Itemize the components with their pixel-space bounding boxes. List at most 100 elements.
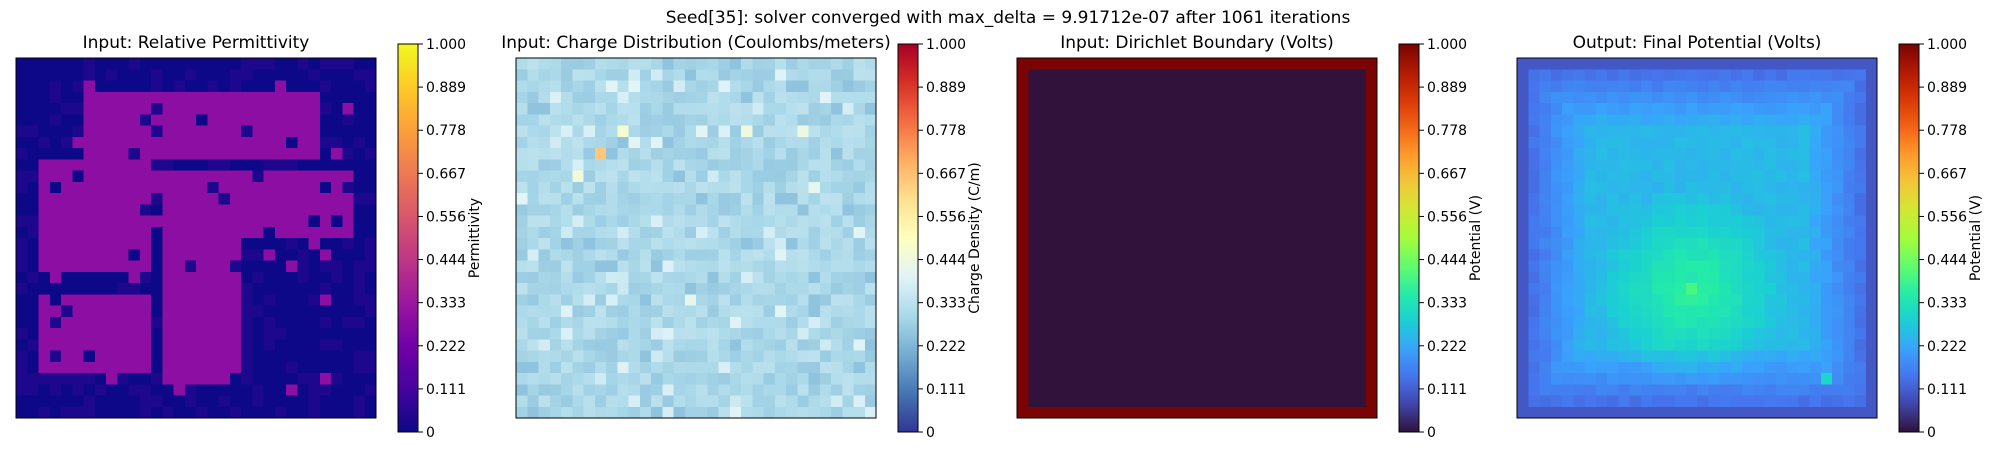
heatmap-cell <box>1118 226 1130 239</box>
heatmap-cell <box>1629 181 1642 194</box>
heatmap-cell <box>606 69 618 81</box>
heatmap-cell <box>1118 283 1130 295</box>
heatmap-cell <box>1365 294 1378 306</box>
heatmap-cell <box>594 204 607 216</box>
heatmap-cell <box>1550 159 1563 171</box>
heatmap-cell <box>741 58 753 70</box>
heatmap-cell <box>1652 159 1664 171</box>
heatmap-cell <box>1062 114 1074 126</box>
heatmap-cell <box>1618 283 1630 295</box>
heatmap-cell <box>1595 114 1608 126</box>
heatmap-cell <box>741 204 753 216</box>
heatmap-cell <box>1309 114 1322 126</box>
heatmap-cell <box>1685 103 1698 115</box>
heatmap-cell <box>173 58 186 70</box>
heatmap-cell <box>831 238 843 250</box>
panel-3: Input: Dirichlet Boundary (Volts)00.1110… <box>1016 33 1484 441</box>
heatmap-cell <box>184 260 197 273</box>
heatmap-cell <box>1174 170 1187 183</box>
heatmap-cell <box>718 226 731 239</box>
heatmap-cell <box>561 271 573 284</box>
heatmap-cell <box>786 328 798 340</box>
heatmap-cell <box>1163 170 1175 183</box>
heatmap-cell <box>853 249 866 261</box>
heatmap-cell <box>83 350 96 363</box>
heatmap-cell <box>1242 384 1254 396</box>
heatmap-cell <box>1354 305 1367 318</box>
heatmap-cell <box>1365 204 1378 216</box>
heatmap-cell <box>549 249 562 261</box>
heatmap-cell <box>1742 328 1754 340</box>
heatmap-cell <box>1832 283 1844 295</box>
heatmap-cell <box>1264 193 1277 205</box>
heatmap-cell <box>774 114 787 126</box>
heatmap-cell <box>1287 316 1299 329</box>
heatmap-cell <box>207 114 219 126</box>
heatmap-cell <box>797 238 809 250</box>
heatmap-cell <box>173 181 186 194</box>
heatmap-cell <box>673 148 686 160</box>
heatmap-cell <box>842 58 854 70</box>
heatmap-cell <box>263 305 276 318</box>
heatmap-cell <box>1140 136 1153 149</box>
heatmap-cell <box>117 339 129 351</box>
heatmap-cell <box>61 350 73 363</box>
heatmap-cell <box>1865 69 1878 81</box>
heatmap-cell <box>1697 373 1709 385</box>
heatmap-cell <box>639 350 652 363</box>
heatmap-cell <box>1152 80 1164 93</box>
heatmap-cell <box>651 159 663 171</box>
heatmap-cell <box>1320 373 1333 385</box>
heatmap-cell <box>117 361 129 374</box>
heatmap-cell <box>27 170 39 183</box>
heatmap-cell <box>16 215 28 228</box>
heatmap-cell <box>853 159 866 171</box>
heatmap-cell <box>1562 215 1574 228</box>
heatmap-cell <box>1640 305 1653 318</box>
heatmap-cell <box>696 181 708 194</box>
heatmap-cell <box>853 193 866 205</box>
heatmap-cell <box>763 226 776 239</box>
heatmap-cell <box>1264 350 1277 363</box>
heatmap-cell <box>1652 58 1664 70</box>
heatmap-cell <box>572 193 584 205</box>
heatmap-cell <box>1050 114 1063 126</box>
heatmap-cell <box>1517 69 1529 81</box>
heatmap-cell <box>1084 294 1097 306</box>
heatmap-cell <box>1730 103 1743 115</box>
heatmap-cell <box>831 136 843 149</box>
heatmap-cell <box>1820 305 1833 318</box>
heatmap-cell <box>1629 136 1642 149</box>
heatmap-cell <box>308 238 321 250</box>
heatmap-cell <box>196 193 208 205</box>
heatmap-cell <box>1708 350 1720 363</box>
heatmap-cell <box>1343 226 1355 239</box>
heatmap-cell <box>1197 215 1209 228</box>
heatmap-cell <box>763 339 776 351</box>
heatmap-cell <box>1129 294 1142 306</box>
heatmap-cell <box>1163 181 1175 194</box>
heatmap-cell <box>1517 350 1529 363</box>
heatmap-cell <box>286 69 298 81</box>
heatmap-cell <box>1365 339 1378 351</box>
heatmap-cell <box>662 271 674 284</box>
heatmap-cell <box>117 170 129 183</box>
colorbar-tick-label: 0.889 <box>926 80 966 96</box>
heatmap-cell <box>94 103 107 115</box>
heatmap-cell <box>1073 69 1085 81</box>
heatmap-cell <box>1843 148 1855 160</box>
heatmap-cell <box>274 406 287 419</box>
heatmap-cell <box>94 91 107 104</box>
heatmap-cell <box>741 328 753 340</box>
heatmap-cell <box>1039 395 1052 408</box>
heatmap-cell <box>117 193 129 205</box>
heatmap-cell <box>1275 193 1288 205</box>
heatmap-cell <box>639 339 652 351</box>
heatmap-cell <box>1697 406 1709 419</box>
heatmap-cell <box>151 125 163 138</box>
heatmap-cell <box>196 58 208 70</box>
heatmap-cell <box>1309 260 1322 273</box>
heatmap-cell <box>83 316 96 329</box>
heatmap-cell <box>527 69 539 81</box>
heatmap-cell <box>207 316 219 329</box>
